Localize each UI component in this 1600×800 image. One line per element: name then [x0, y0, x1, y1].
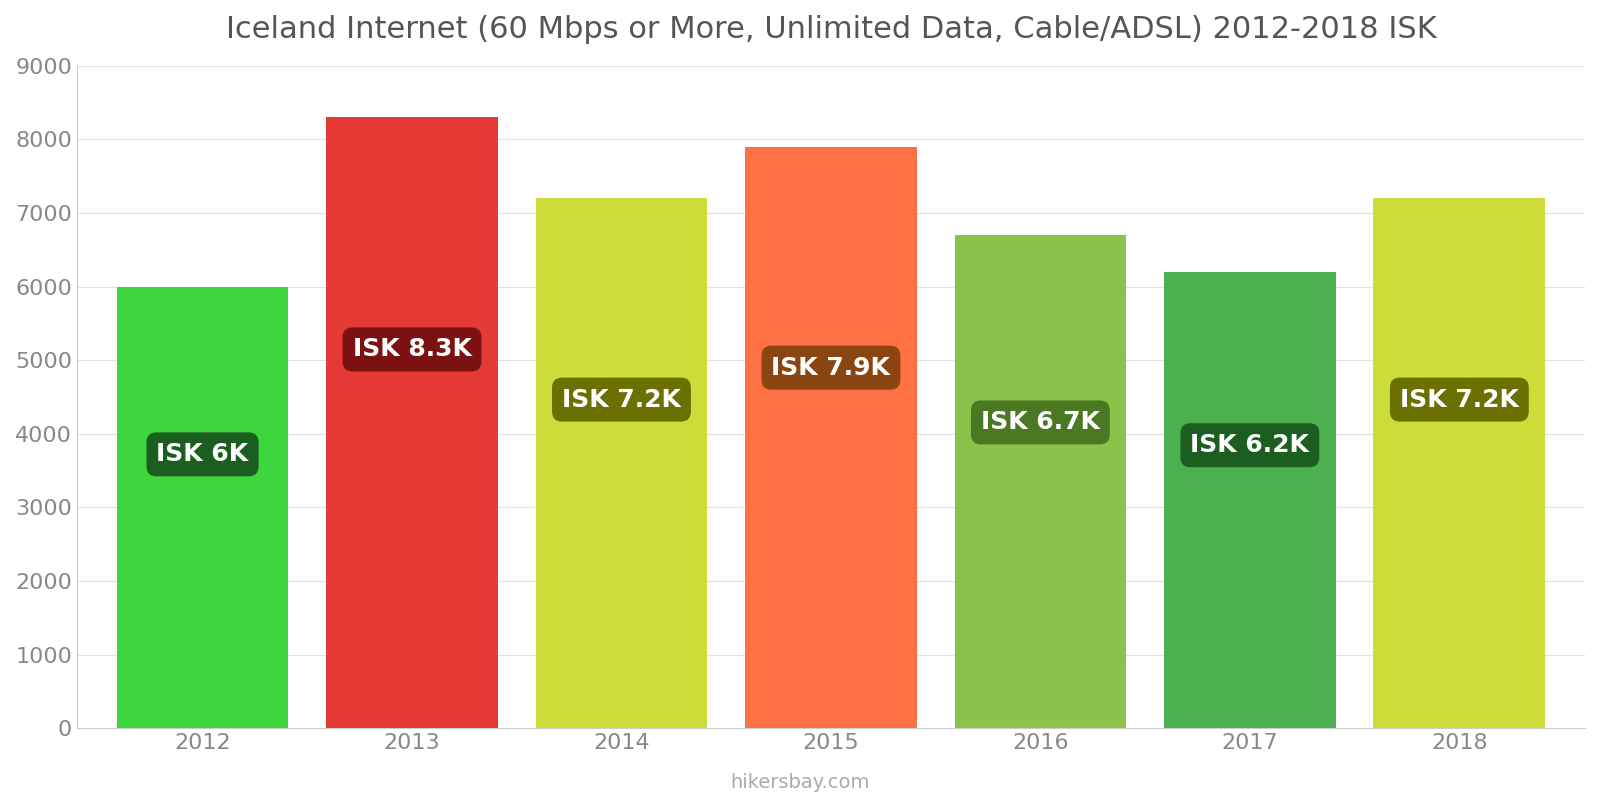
Text: ISK 6.7K: ISK 6.7K: [981, 410, 1099, 434]
Text: ISK 7.2K: ISK 7.2K: [1400, 388, 1518, 412]
Bar: [955, 235, 1126, 728]
Bar: [117, 286, 288, 728]
Bar: [1373, 198, 1546, 728]
Text: ISK 8.3K: ISK 8.3K: [352, 338, 472, 362]
Text: ISK 7.9K: ISK 7.9K: [771, 356, 890, 380]
Bar: [1163, 272, 1336, 728]
Title: Iceland Internet (60 Mbps or More, Unlimited Data, Cable/ADSL) 2012-2018 ISK: Iceland Internet (60 Mbps or More, Unlim…: [226, 15, 1437, 44]
Text: ISK 6K: ISK 6K: [157, 442, 248, 466]
Text: hikersbay.com: hikersbay.com: [730, 773, 870, 792]
Bar: [746, 146, 917, 728]
Bar: [326, 118, 498, 728]
Text: ISK 7.2K: ISK 7.2K: [562, 388, 682, 412]
Bar: [536, 198, 707, 728]
Text: ISK 6.2K: ISK 6.2K: [1190, 434, 1309, 458]
